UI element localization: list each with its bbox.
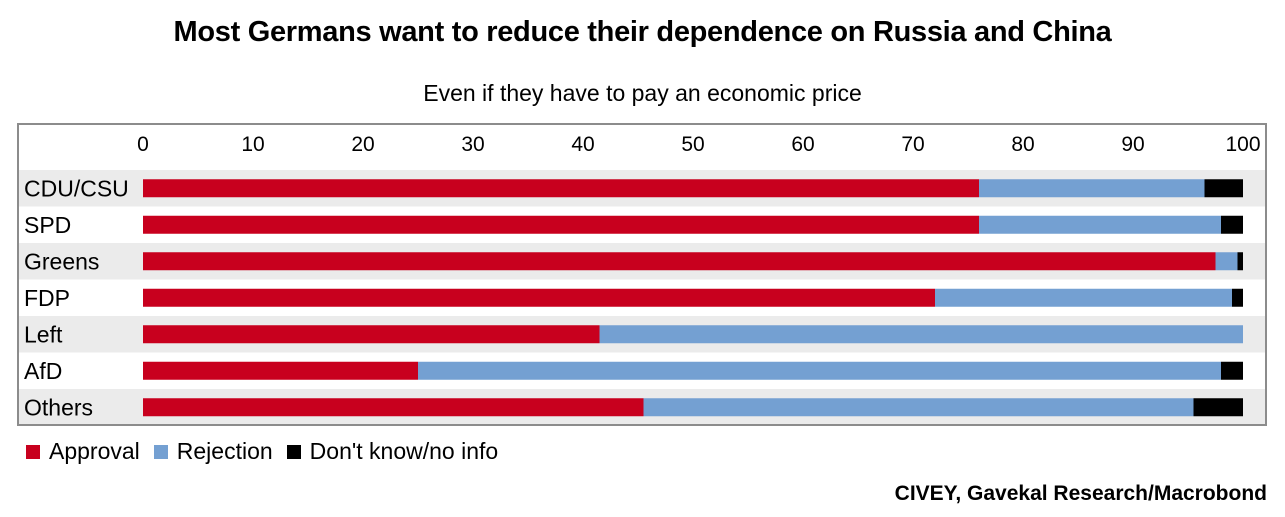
x-tick-label: 10 [241,133,264,156]
legend-swatch-dontknow [286,444,301,459]
chart-title: Most Germans want to reduce their depend… [173,16,1112,48]
plot-frame [17,123,1267,426]
legend-item-approval: Approval [26,438,140,465]
x-tick-label: 40 [571,133,594,156]
x-tick-label: 60 [791,133,814,156]
bar-rejection [643,398,1194,417]
x-tick-label: 90 [1121,133,1144,156]
bar-rejection [935,288,1232,307]
category-label: AfD [24,358,62,384]
bar-dontknow [1221,361,1243,380]
chart-subtitle: Even if they have to pay an economic pri… [423,80,862,106]
bar-rejection [1215,252,1238,271]
x-tick-label: 100 [1225,133,1260,156]
bar-approval [143,325,600,344]
legend-item-rejection: Rejection [153,438,273,465]
bar-dontknow [1193,398,1243,417]
category-label: Greens [24,248,99,274]
bar-dontknow [1232,288,1243,307]
bar-dontknow [1237,252,1243,271]
x-tick-label: 70 [901,133,924,156]
category-label: Others [24,394,93,420]
x-tick-label: 50 [681,133,704,156]
legend: Approval Rejection Don't know/no info [26,438,512,465]
x-tick-label: 0 [137,133,149,156]
category-label: SPD [24,212,71,238]
bar-approval [143,215,979,234]
bar-rejection [599,325,1243,344]
legend-label-rejection: Rejection [176,438,273,464]
x-tick-label: 30 [461,133,484,156]
bar-dontknow [1204,179,1243,198]
x-tick-label: 80 [1011,133,1034,156]
bar-rejection [418,361,1221,380]
x-tick-label: 20 [351,133,374,156]
bar-approval [143,288,935,307]
bar-approval [143,252,1216,271]
category-label: FDP [24,285,70,311]
category-label: Left [24,321,63,347]
bar-rejection [979,179,1205,198]
bar-approval [143,361,418,380]
legend-label-approval: Approval [49,438,140,464]
bar-dontknow [1221,215,1243,234]
legend-label-dontknow: Don't know/no info [309,438,499,464]
category-label: CDU/CSU [24,175,129,201]
legend-item-dontknow: Don't know/no info [286,438,499,465]
bar-approval [143,398,644,417]
bar-approval [143,179,979,198]
bar-rejection [979,215,1221,234]
source-note: CIVEY, Gavekal Research/Macrobond [894,482,1267,505]
legend-swatch-rejection [153,444,168,459]
legend-swatch-approval [26,444,40,459]
